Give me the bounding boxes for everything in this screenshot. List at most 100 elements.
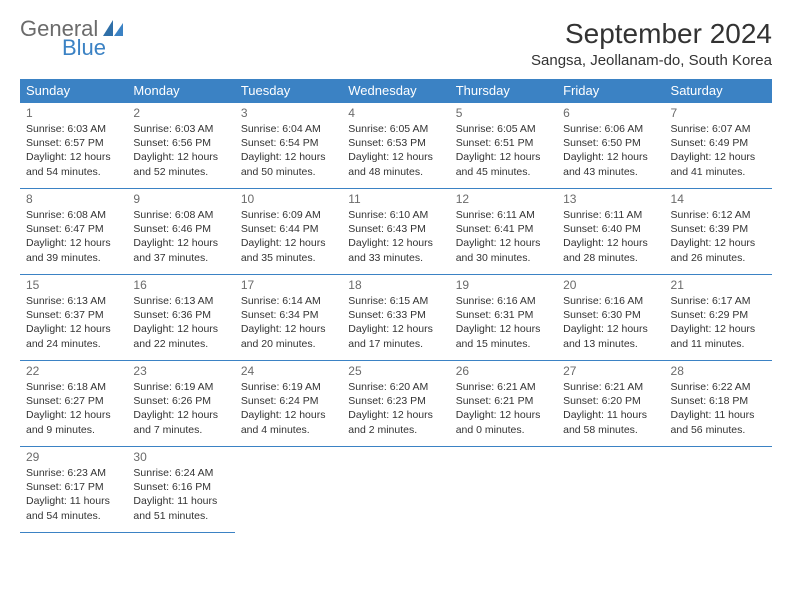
day-cell: 6Sunrise: 6:06 AMSunset: 6:50 PMDaylight… — [557, 103, 664, 189]
daylight-text: Daylight: 12 hours and 45 minutes. — [456, 150, 551, 178]
sunrise-text: Sunrise: 6:23 AM — [26, 466, 121, 480]
day-cell — [342, 447, 449, 533]
sunset-text: Sunset: 6:57 PM — [26, 136, 121, 150]
sunrise-text: Sunrise: 6:21 AM — [563, 380, 658, 394]
daylight-text: Daylight: 12 hours and 9 minutes. — [26, 408, 121, 436]
day-cell: 19Sunrise: 6:16 AMSunset: 6:31 PMDayligh… — [450, 275, 557, 361]
sunrise-text: Sunrise: 6:14 AM — [241, 294, 336, 308]
day-number: 22 — [26, 364, 121, 378]
day-number: 30 — [133, 450, 228, 464]
sunset-text: Sunset: 6:50 PM — [563, 136, 658, 150]
sunrise-text: Sunrise: 6:17 AM — [671, 294, 766, 308]
daylight-text: Daylight: 12 hours and 48 minutes. — [348, 150, 443, 178]
day-cell: 10Sunrise: 6:09 AMSunset: 6:44 PMDayligh… — [235, 189, 342, 275]
day-number: 17 — [241, 278, 336, 292]
day-cell: 8Sunrise: 6:08 AMSunset: 6:47 PMDaylight… — [20, 189, 127, 275]
daylight-text: Daylight: 12 hours and 39 minutes. — [26, 236, 121, 264]
day-number: 15 — [26, 278, 121, 292]
day-number: 2 — [133, 106, 228, 120]
sunset-text: Sunset: 6:27 PM — [26, 394, 121, 408]
daylight-text: Daylight: 12 hours and 11 minutes. — [671, 322, 766, 350]
logo-text-blue: Blue — [62, 37, 123, 59]
day-cell: 25 Sunrise: 6:20 AMSunset: 6:23 PMDayligh… — [342, 361, 449, 447]
sunrise-text: Sunrise: 6:05 AM — [456, 122, 551, 136]
sunrise-text: Sunrise: 6:03 AM — [26, 122, 121, 136]
header-saturday: Saturday — [665, 79, 772, 103]
day-number: 24 — [241, 364, 336, 378]
sunset-text: Sunset: 6:39 PM — [671, 222, 766, 236]
week-row: 1Sunrise: 6:03 AMSunset: 6:57 PMDaylight… — [20, 103, 772, 189]
sunset-text: Sunset: 6:20 PM — [563, 394, 658, 408]
sunrise-text: Sunrise: 6:03 AM — [133, 122, 228, 136]
daylight-text: Daylight: 12 hours and 37 minutes. — [133, 236, 228, 264]
day-cell: 26Sunrise: 6:21 AMSunset: 6:21 PMDayligh… — [450, 361, 557, 447]
day-cell: 12Sunrise: 6:11 AMSunset: 6:41 PMDayligh… — [450, 189, 557, 275]
sunset-text: Sunset: 6:46 PM — [133, 222, 228, 236]
daylight-text: Daylight: 11 hours and 54 minutes. — [26, 494, 121, 522]
header-monday: Monday — [127, 79, 234, 103]
sunset-text: Sunset: 6:49 PM — [671, 136, 766, 150]
daylight-text: Daylight: 12 hours and 2 minutes. — [348, 408, 443, 436]
sunrise-text: Sunrise: 6:20 AM — [348, 380, 443, 394]
sunset-text: Sunset: 6:26 PM — [133, 394, 228, 408]
sunrise-text: Sunrise: 6:09 AM — [241, 208, 336, 222]
calendar-table: Sunday Monday Tuesday Wednesday Thursday… — [20, 79, 772, 533]
sunrise-text: Sunrise: 6:19 AM — [133, 380, 228, 394]
daylight-text: Daylight: 12 hours and 52 minutes. — [133, 150, 228, 178]
day-cell: 7Sunrise: 6:07 AMSunset: 6:49 PMDaylight… — [665, 103, 772, 189]
sunset-text: Sunset: 6:56 PM — [133, 136, 228, 150]
day-cell: 13Sunrise: 6:11 AMSunset: 6:40 PMDayligh… — [557, 189, 664, 275]
sunset-text: Sunset: 6:43 PM — [348, 222, 443, 236]
sunrise-text: Sunrise: 6:05 AM — [348, 122, 443, 136]
sunrise-text: Sunrise: 6:13 AM — [26, 294, 121, 308]
sunrise-text: Sunrise: 6:15 AM — [348, 294, 443, 308]
sunset-text: Sunset: 6:40 PM — [563, 222, 658, 236]
day-number: 7 — [671, 106, 766, 120]
sunrise-text: Sunrise: 6:19 AM — [241, 380, 336, 394]
sunrise-text: Sunrise: 6:18 AM — [26, 380, 121, 394]
sunset-text: Sunset: 6:16 PM — [133, 480, 228, 494]
month-title: September 2024 — [531, 18, 772, 50]
sunset-text: Sunset: 6:24 PM — [241, 394, 336, 408]
sunset-text: Sunset: 6:37 PM — [26, 308, 121, 322]
location: Sangsa, Jeollanam-do, South Korea — [531, 52, 772, 69]
day-cell: 22 Sunrise: 6:18 AMSunset: 6:27 PMDayligh… — [20, 361, 127, 447]
daylight-text: Daylight: 12 hours and 4 minutes. — [241, 408, 336, 436]
day-cell: 21Sunrise: 6:17 AMSunset: 6:29 PMDayligh… — [665, 275, 772, 361]
sunset-text: Sunset: 6:21 PM — [456, 394, 551, 408]
day-number: 23 — [133, 364, 228, 378]
sunrise-text: Sunrise: 6:16 AM — [563, 294, 658, 308]
sunrise-text: Sunrise: 6:22 AM — [671, 380, 766, 394]
day-cell: 28Sunrise: 6:22 AMSunset: 6:18 PMDayligh… — [665, 361, 772, 447]
day-cell: 27Sunrise: 6:21 AMSunset: 6:20 PMDayligh… — [557, 361, 664, 447]
daylight-text: Daylight: 12 hours and 54 minutes. — [26, 150, 121, 178]
sunrise-text: Sunrise: 6:10 AM — [348, 208, 443, 222]
sunset-text: Sunset: 6:31 PM — [456, 308, 551, 322]
day-cell: 11Sunrise: 6:10 AMSunset: 6:43 PMDayligh… — [342, 189, 449, 275]
daylight-text: Daylight: 12 hours and 33 minutes. — [348, 236, 443, 264]
day-number: 29 — [26, 450, 121, 464]
sunrise-text: Sunrise: 6:11 AM — [563, 208, 658, 222]
sunset-text: Sunset: 6:41 PM — [456, 222, 551, 236]
day-cell: 29Sunrise: 6:23 AMSunset: 6:17 PMDayligh… — [20, 447, 127, 533]
day-cell: 16Sunrise: 6:13 AMSunset: 6:36 PMDayligh… — [127, 275, 234, 361]
day-number: 26 — [456, 364, 551, 378]
sunrise-text: Sunrise: 6:16 AM — [456, 294, 551, 308]
daylight-text: Daylight: 12 hours and 50 minutes. — [241, 150, 336, 178]
sunset-text: Sunset: 6:51 PM — [456, 136, 551, 150]
day-cell: 5Sunrise: 6:05 AMSunset: 6:51 PMDaylight… — [450, 103, 557, 189]
day-number: 25 — [348, 364, 443, 378]
day-number: 19 — [456, 278, 551, 292]
sunset-text: Sunset: 6:30 PM — [563, 308, 658, 322]
day-header-row: Sunday Monday Tuesday Wednesday Thursday… — [20, 79, 772, 103]
day-number: 4 — [348, 106, 443, 120]
day-number: 27 — [563, 364, 658, 378]
daylight-text: Daylight: 12 hours and 35 minutes. — [241, 236, 336, 264]
sunrise-text: Sunrise: 6:24 AM — [133, 466, 228, 480]
sunrise-text: Sunrise: 6:08 AM — [133, 208, 228, 222]
sunset-text: Sunset: 6:23 PM — [348, 394, 443, 408]
daylight-text: Daylight: 11 hours and 56 minutes. — [671, 408, 766, 436]
daylight-text: Daylight: 12 hours and 0 minutes. — [456, 408, 551, 436]
logo-text-block: General Blue — [20, 18, 123, 59]
day-number: 13 — [563, 192, 658, 206]
